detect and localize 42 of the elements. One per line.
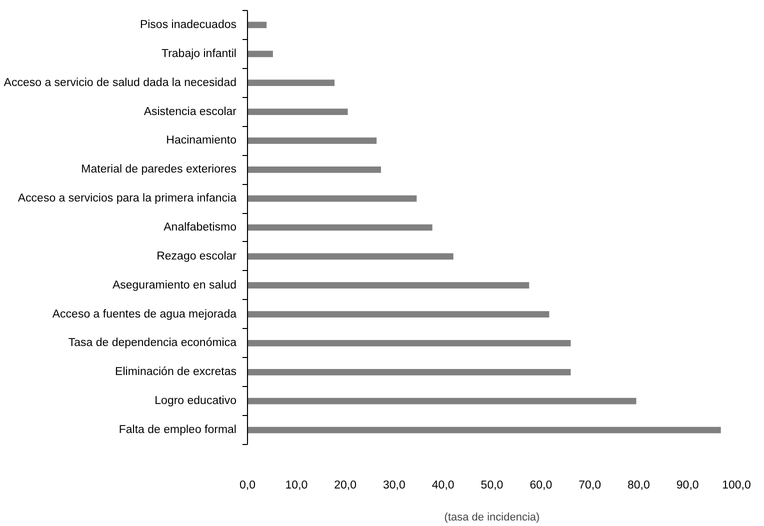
- x-tick-label: 90,0: [676, 480, 699, 492]
- y-tick-label: Hacinamiento: [166, 134, 237, 147]
- bar: [248, 108, 348, 115]
- y-tick-label: Falta de empleo formal: [118, 424, 237, 436]
- y-tick-label: Tasa de dependencia económica: [68, 337, 238, 350]
- y-tick-label: Acceso a fuentes de agua mejorada: [52, 308, 238, 320]
- bar: [248, 311, 550, 318]
- x-tick-label: 0,0: [240, 480, 256, 492]
- x-tick-label: 70,0: [578, 480, 601, 492]
- bar: [248, 340, 571, 346]
- bar: [248, 224, 432, 231]
- bar: [248, 22, 267, 28]
- y-tick-label: Pisos inadecuados: [140, 18, 237, 31]
- bar: [248, 166, 381, 173]
- y-tick-label: Material de paredes exteriores: [81, 164, 237, 176]
- bar: [248, 398, 636, 404]
- bar: [248, 426, 721, 434]
- y-tick-label: Acceso a servicios para la primera infancia: [18, 192, 238, 205]
- y-tick-label: Asistencia escolar: [144, 106, 237, 118]
- bar: [248, 50, 273, 58]
- y-tick-label: Rezago escolar: [156, 250, 237, 262]
- y-tick-label: Aseguramiento en salud: [112, 279, 237, 292]
- y-tick-label: Logro educativo: [154, 395, 237, 408]
- y-tick-label: Trabajo infantil: [161, 48, 237, 60]
- x-axis-title: (tasa de incidencia): [444, 512, 540, 524]
- bar: [248, 282, 530, 289]
- y-tick-label: Analfabetismo: [164, 222, 236, 234]
- x-tick-label: 50,0: [480, 480, 504, 492]
- x-tick-label: 20,0: [334, 480, 356, 492]
- y-tick-label: Eliminación de excretas: [115, 366, 237, 378]
- bar: [248, 368, 571, 376]
- x-tick-label: 40,0: [432, 480, 454, 492]
- x-tick-label: 30,0: [383, 480, 406, 492]
- bar: [248, 195, 417, 202]
- bar: [248, 80, 335, 86]
- bar: [248, 138, 377, 144]
- x-tick-label: 10,0: [285, 480, 308, 492]
- bar: [248, 253, 454, 260]
- x-tick-label: 60,0: [530, 480, 552, 492]
- y-tick-label: Acceso a servicio de salud dada la necesidad: [4, 76, 236, 89]
- x-tick-label: 80,0: [628, 480, 650, 492]
- x-tick-label: 100,0: [722, 480, 751, 492]
